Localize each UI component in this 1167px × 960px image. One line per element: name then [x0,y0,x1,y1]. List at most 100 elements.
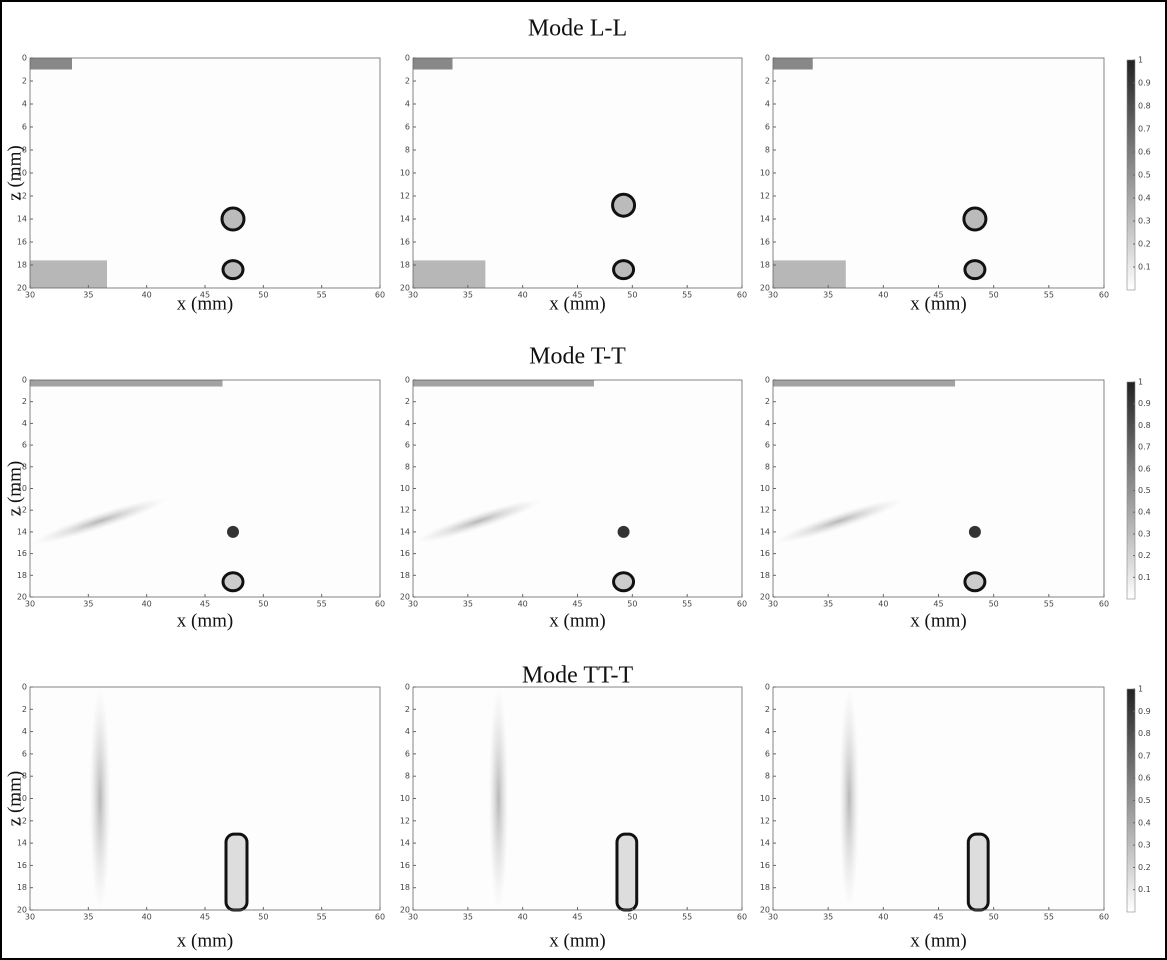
colorbar-tick-label: 0.2 [1138,863,1151,872]
colorbar-tick-label: 0.8 [1138,421,1151,430]
y-tick-label: 4 [405,419,410,428]
image-feature [615,832,639,912]
x-tick-label: 45 [933,291,943,300]
image-feature [617,525,630,538]
y-tick-label: 4 [765,727,770,736]
x-tick-label: 30 [408,600,418,609]
y-tick-label: 20 [400,593,410,602]
y-tick-label: 10 [400,794,410,803]
y-tick-label: 0 [22,683,27,692]
y-tick-label: 16 [17,549,27,558]
x-tick-label: 60 [375,291,385,300]
y-tick-label: 16 [760,861,770,870]
y-tick-label: 10 [17,484,27,493]
x-tick-label: 50 [258,913,268,922]
y-tick-label: 10 [760,794,770,803]
y-tick-label: 14 [760,527,770,536]
y-tick-label: 2 [405,77,410,86]
colorbar-tick-label: 0.6 [1138,774,1151,783]
x-tick-label: 30 [408,291,418,300]
y-tick-label: 2 [765,397,770,406]
heatmap-image [413,687,742,910]
x-tick-label: 40 [142,600,152,609]
y-tick-label: 10 [400,169,410,178]
y-tick-label: 12 [400,816,410,825]
x-tick-label: 35 [83,600,93,609]
image-feature [221,259,245,281]
y-tick-label: 8 [765,462,770,471]
y-tick-label: 6 [405,441,410,450]
y-tick-label: 0 [405,54,410,63]
colorbar-tick-label: 0.7 [1138,125,1151,134]
x-tick-label: 50 [258,291,268,300]
row-title: Mode T-T [529,344,626,370]
image-feature [224,832,249,912]
y-tick-label: 10 [400,484,410,493]
y-tick-label: 0 [22,54,27,63]
x-tick-label: 55 [317,291,327,300]
x-tick-label: 55 [1044,600,1054,609]
x-tick-label: 35 [463,291,473,300]
colorbar-tick-label: 1 [1138,56,1143,65]
x-tick-label: 45 [572,291,582,300]
x-tick-label: 45 [200,913,210,922]
image-feature [962,206,988,232]
y-tick-label: 18 [17,883,27,892]
image-feature [33,498,167,544]
y-axis-label: z (mm) [4,771,25,826]
y-tick-label: 6 [22,123,27,132]
y-tick-label: 8 [405,146,410,155]
heatmap-image [773,380,1104,597]
image-feature [963,571,987,593]
y-tick-label: 10 [760,484,770,493]
y-tick-label: 16 [17,861,27,870]
y-tick-label: 0 [22,376,27,385]
x-tick-label: 35 [823,913,833,922]
y-tick-label: 16 [760,238,770,247]
x-tick-label: 45 [200,291,210,300]
x-tick-label: 30 [768,913,778,922]
x-tick-label: 45 [200,600,210,609]
x-tick-label: 60 [737,913,747,922]
y-tick-label: 12 [17,192,27,201]
x-axis-label: x (mm) [549,293,605,314]
y-tick-label: 20 [760,906,770,915]
image-feature [227,525,239,538]
x-tick-label: 60 [1099,600,1109,609]
image-feature [963,259,987,281]
image-feature [968,525,981,538]
x-tick-label: 35 [823,291,833,300]
x-tick-label: 30 [25,291,35,300]
row-title: Mode TT-T [522,663,634,689]
y-tick-label: 14 [400,839,410,848]
heatmap-image [30,380,380,597]
y-tick-label: 12 [400,506,410,515]
image-feature [773,58,813,70]
colorbar-tick-label: 0.2 [1138,240,1151,249]
y-tick-label: 6 [765,123,770,132]
x-tick-label: 30 [25,913,35,922]
colorbar-tick-label: 0.7 [1138,751,1151,760]
image-feature [413,260,486,288]
x-tick-label: 40 [878,600,888,609]
x-tick-label: 45 [572,600,582,609]
y-tick-label: 2 [22,397,27,406]
y-tick-label: 10 [17,169,27,178]
y-tick-label: 2 [22,705,27,714]
y-tick-label: 8 [405,772,410,781]
colorbar-tick-label: 0.3 [1138,841,1151,850]
y-tick-label: 16 [400,238,410,247]
x-axis-label: x (mm) [910,610,966,631]
image-feature [416,499,542,543]
image-feature [776,499,903,543]
y-tick-label: 14 [17,839,27,848]
x-axis-label: x (mm) [177,610,233,631]
colorbar-tick-label: 0.3 [1138,529,1151,538]
colorbar-tick-label: 0.4 [1138,818,1151,827]
heatmap-image [30,687,380,910]
x-axis-label: x (mm) [910,293,966,314]
x-axis-label: x (mm) [177,293,233,314]
y-tick-label: 4 [22,419,27,428]
colorbar-tick-label: 0.2 [1138,551,1151,560]
x-tick-label: 35 [463,600,473,609]
